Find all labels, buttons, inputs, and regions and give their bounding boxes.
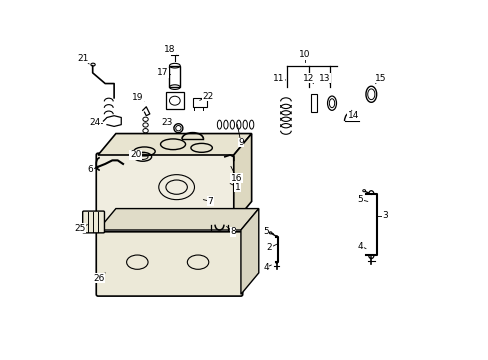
Text: 16: 16: [230, 174, 242, 183]
Text: 6: 6: [87, 165, 93, 174]
Text: 1: 1: [234, 183, 240, 192]
Text: 25: 25: [74, 224, 86, 233]
Text: 4: 4: [357, 242, 363, 251]
Bar: [165, 93, 183, 109]
Text: 17: 17: [156, 68, 168, 77]
Text: 14: 14: [347, 111, 358, 120]
Polygon shape: [98, 208, 258, 230]
FancyBboxPatch shape: [82, 211, 104, 233]
Text: 15: 15: [374, 74, 386, 83]
Text: 10: 10: [298, 50, 309, 59]
Text: 23: 23: [161, 118, 172, 127]
Text: 12: 12: [303, 74, 314, 83]
Bar: [192, 98, 206, 107]
Text: 7: 7: [207, 197, 213, 206]
Text: 13: 13: [319, 74, 330, 83]
FancyBboxPatch shape: [96, 232, 242, 296]
Text: 24: 24: [89, 118, 101, 127]
Text: 3: 3: [382, 211, 387, 220]
Text: 26: 26: [93, 274, 104, 283]
FancyBboxPatch shape: [96, 153, 235, 225]
Bar: [169, 66, 180, 87]
Polygon shape: [241, 208, 258, 294]
Text: 5: 5: [357, 195, 363, 204]
Text: 9: 9: [238, 138, 244, 147]
Text: 2: 2: [266, 243, 272, 252]
Text: 11: 11: [272, 74, 284, 83]
Text: 19: 19: [131, 93, 143, 102]
Text: 8: 8: [230, 227, 236, 236]
Text: 20: 20: [130, 150, 141, 159]
Polygon shape: [98, 134, 251, 155]
Text: 5: 5: [263, 227, 268, 236]
Text: 21: 21: [77, 54, 88, 63]
Polygon shape: [233, 134, 251, 223]
Bar: [310, 94, 316, 112]
Text: 18: 18: [163, 45, 175, 54]
Text: 4: 4: [263, 263, 268, 272]
Text: 22: 22: [202, 91, 213, 100]
